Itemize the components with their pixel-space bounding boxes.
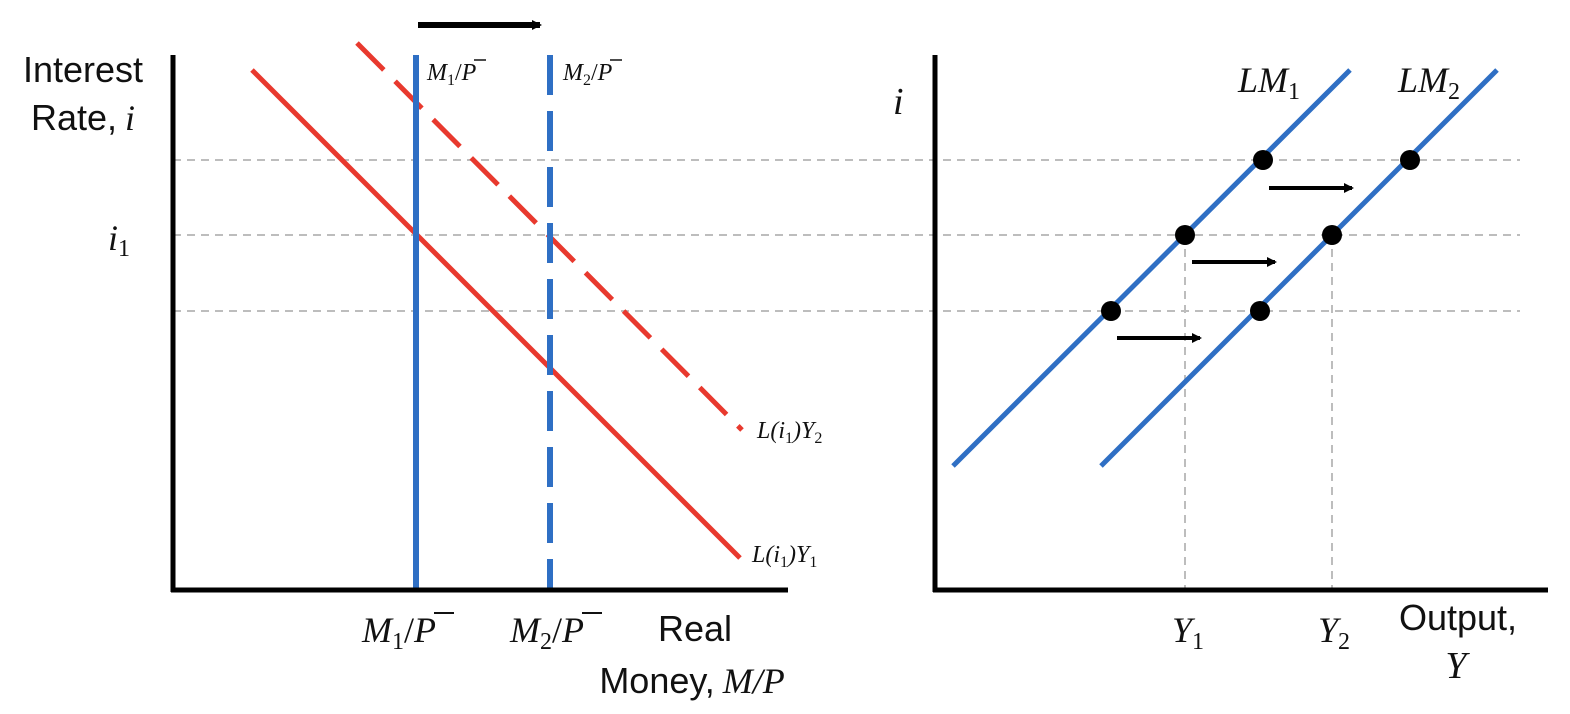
equilibrium-point [1175, 225, 1195, 245]
lm-1-label: LM1 [1237, 60, 1300, 105]
money-demand-curve-y1 [250, 68, 742, 560]
lm-curve-1 [951, 68, 1352, 468]
y-tick-i1: i1 [108, 218, 130, 262]
y-axis-label-line2: Rate, i [31, 97, 135, 138]
y-axis-label-line1: Interest [23, 49, 143, 90]
right-x-axis-label-line1: Output, [1399, 597, 1517, 638]
supply-label-1: M1/P [426, 60, 477, 89]
x-axis-label-line1: Real [658, 608, 732, 649]
x-tick-m2p: M2/P [509, 610, 584, 655]
equilibrium-point [1400, 150, 1420, 170]
x-axis-label-line2: Money, M/P [599, 660, 784, 701]
lm-curve-panel: i LM1 LM2 Y1 Y2 Output, Y [893, 55, 1548, 687]
equilibrium-point [1253, 150, 1273, 170]
money-market-panel: Interest Rate, i i1 M1/P M2/P L(i1)Y2 L(i… [23, 20, 1520, 701]
supply-label-2: M2/P [562, 60, 613, 89]
demand-label-2: L(i1)Y2 [756, 418, 822, 447]
x-tick-y1: Y1 [1172, 610, 1204, 655]
equilibrium-point [1101, 301, 1121, 321]
x-tick-y2: Y2 [1318, 610, 1350, 655]
demand-label-1: L(i1)Y1 [751, 542, 817, 571]
lm-2-label: LM2 [1397, 60, 1460, 105]
equilibrium-point [1250, 301, 1270, 321]
right-y-axis-label: i [893, 81, 904, 123]
equilibrium-point [1322, 225, 1342, 245]
x-tick-m1p: M1/P [361, 610, 436, 655]
right-x-axis-label-line2: Y [1445, 645, 1470, 687]
lm-curve-2 [1099, 68, 1499, 468]
